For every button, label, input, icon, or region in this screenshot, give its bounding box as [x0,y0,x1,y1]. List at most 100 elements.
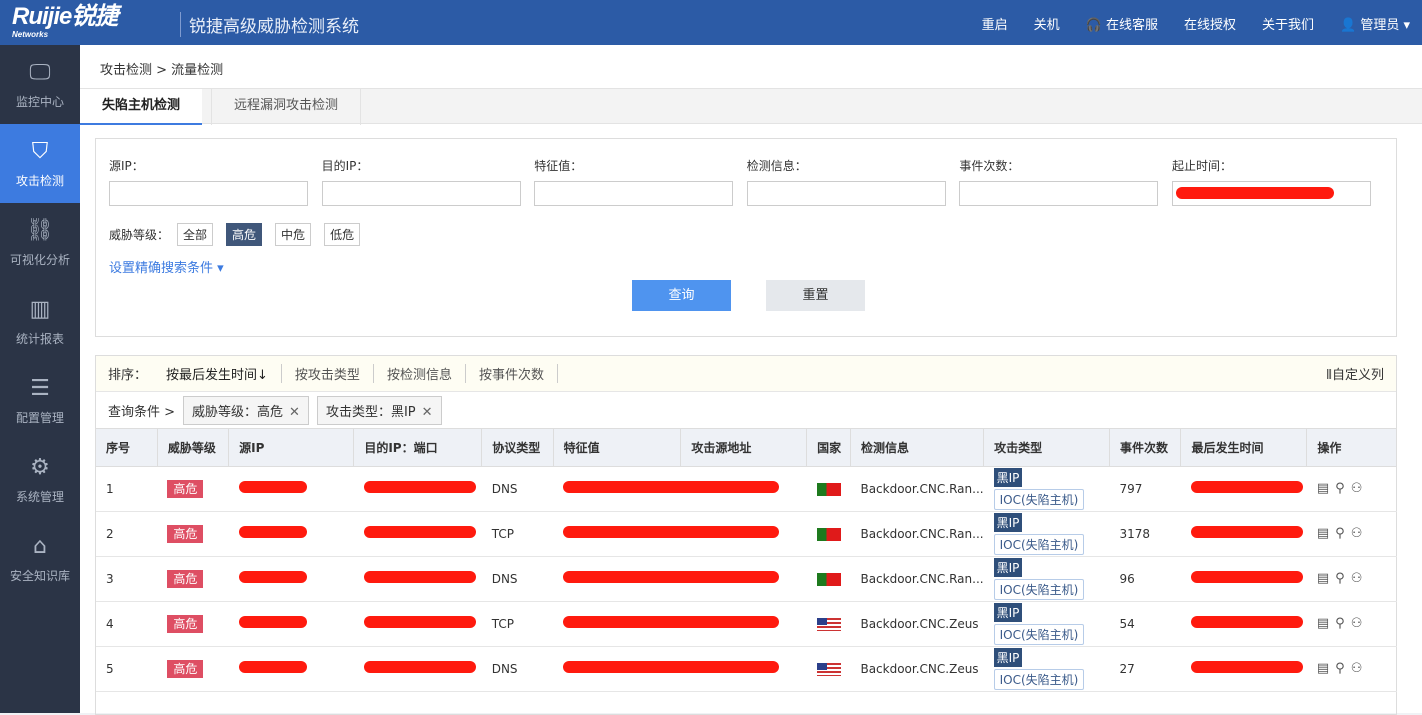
redacted [238,571,307,583]
nav-item[interactable]: 关于我们 [1261,18,1314,33]
topology-icon[interactable]: ⚲ [1335,661,1351,676]
table-row[interactable]: 1 高危 DNS Backdoor.CNC.Ran... 黑IP IOC(失陷主机… [96,466,1397,512]
custom-columns-button[interactable]: ⦀自定义列 [1326,368,1384,383]
level-badge: 高危 [167,525,204,543]
table-row[interactable]: 5 高危 DNS Backdoor.CNC.Zeus 黑IP IOC(失陷主机) … [96,646,1397,692]
user-check-icon[interactable]: ⚇ [1350,616,1369,631]
attack-type-badge: IOC(失陷主机) [993,488,1085,510]
user-icon: 👤 [1339,18,1361,33]
redacted [238,616,307,628]
redacted [563,616,780,628]
sort-option[interactable]: 按攻击类型 [282,364,374,383]
nav-item[interactable]: 👤 管理员 ▾ [1339,18,1410,33]
redacted [363,526,476,538]
filter-input[interactable] [746,181,946,206]
redacted [563,661,780,673]
bar-chart-icon: ▥ [29,296,51,322]
redacted [363,481,476,493]
filter-input[interactable] [321,181,521,206]
level-badge: 高危 [167,660,204,678]
caret-down-icon: ▾ [1399,18,1410,33]
column-header: 最后发生时间 [1180,429,1308,467]
filter-field: 起止时间： [1172,157,1371,206]
country-flag-icon [816,617,841,631]
redacted [1176,187,1334,199]
nav-item[interactable]: 在线授权 [1183,18,1236,33]
level-option[interactable]: 高危 [226,223,263,246]
attack-type-badge: IOC(失陷主机) [993,533,1085,555]
knowledge-icon: ⌂ [33,533,47,559]
table-row[interactable]: 4 高危 TCP Backdoor.CNC.Zeus 黑IP IOC(失陷主机) … [96,601,1397,647]
table-row[interactable]: 3 高危 DNS Backdoor.CNC.Ran... 黑IP IOC(失陷主机… [96,556,1397,602]
topology-icon[interactable]: ⚲ [1335,526,1351,541]
sliders-icon: ☰ [30,375,50,401]
column-header: 源IP [228,429,355,467]
nav-item[interactable]: 关机 [1033,18,1060,33]
filter-field: 事件次数： [959,157,1159,206]
nav-item[interactable]: 🎧 在线客服 [1085,18,1158,33]
redacted [1190,661,1303,673]
sort-option[interactable]: 按事件次数 [466,364,558,383]
filter-field: 特征值： [534,157,734,206]
country-flag-icon [816,482,841,496]
sidebar-item[interactable]: ⌂ 安全知识库 [9,533,70,583]
sidebar-item[interactable]: ☰ 配置管理 [15,375,64,425]
breadcrumb: 攻击检测 > 流量检测 [100,63,224,78]
sidebar-item[interactable]: ⛓ 可视化分析 [9,217,70,267]
sidebar-item[interactable]: ⛉ 攻击检测 [0,124,80,203]
shield-icon: ⛉ [31,138,49,164]
redacted [1190,481,1303,493]
query-button[interactable]: 查询 [632,280,731,311]
reset-button[interactable]: 重置 [766,280,865,311]
column-header: 攻击类型 [983,429,1110,467]
country-flag-icon [816,572,841,586]
filter-input[interactable] [1172,181,1371,206]
sort-option[interactable]: 按最后发生时间↓ [153,364,282,383]
user-check-icon[interactable]: ⚇ [1350,571,1369,586]
filter-input[interactable] [109,181,308,206]
column-header: 操作 [1306,429,1397,467]
filter-field: 检测信息： [746,157,946,206]
close-icon[interactable]: ✕ [421,404,433,420]
advanced-search-link[interactable]: 设置精确搜索条件 ▾ [109,261,224,276]
tab-remote-exploit[interactable]: 远程漏洞攻击检测 [211,89,362,125]
detail-icon[interactable]: ▤ [1316,661,1336,676]
conditions-label: 查询条件 > [108,404,176,420]
sidebar-item[interactable]: 🖵 监控中心 [15,59,64,109]
column-header: 检测信息 [850,429,985,467]
columns-icon: ⦀ [1326,368,1332,383]
sidebar: 🖵 监控中心 ⛉ 攻击检测 ⛓ 可视化分析 ▥ 统计报表 ☰ 配置管理 ⚙ 系统管理 ⌂ 安全知识库 [0,45,80,713]
user-check-icon[interactable]: ⚇ [1350,661,1369,676]
detail-icon[interactable]: ▤ [1316,481,1336,496]
attack-type-badge: 黑IP [993,557,1023,577]
sidebar-item[interactable]: ▥ 统计报表 [15,296,64,346]
redacted [563,571,780,583]
filter-field: 源IP： [109,157,308,206]
topology-icon[interactable]: ⚲ [1335,481,1351,496]
detail-icon[interactable]: ▤ [1316,571,1336,586]
topology-icon[interactable]: ⚲ [1335,571,1351,586]
tab-compromised-host[interactable]: 失陷主机检测 [80,89,203,125]
level-option[interactable]: 低危 [324,223,361,246]
nav-item[interactable]: 重启 [981,18,1008,33]
table-row[interactable]: 2 高危 TCP Backdoor.CNC.Ran... 黑IP IOC(失陷主机… [96,511,1397,557]
level-label: 威胁等级： [109,228,170,242]
close-icon[interactable]: ✕ [289,404,300,420]
level-option[interactable]: 全部 [177,223,214,246]
detail-icon[interactable]: ▤ [1316,526,1336,541]
user-check-icon[interactable]: ⚇ [1350,481,1369,496]
level-option[interactable]: 中危 [275,223,312,246]
column-header: 事件次数 [1109,429,1182,467]
topology-icon[interactable]: ⚲ [1335,616,1351,631]
filter-input[interactable] [959,181,1159,206]
attack-type-badge: 黑IP [993,602,1023,622]
detail-icon[interactable]: ▤ [1316,616,1336,631]
sidebar-item[interactable]: ⚙ 系统管理 [15,454,64,504]
top-header: Ruijie锐捷 Networks 锐捷高级威胁检测系统 重启 关机 🎧 在线客服 在线… [0,0,1422,45]
redacted [563,526,780,538]
user-check-icon[interactable]: ⚇ [1350,526,1369,541]
network-icon: ⛓ [26,217,54,243]
filter-input[interactable] [534,181,734,206]
redacted [238,661,307,673]
sort-option[interactable]: 按检测信息 [374,364,466,383]
